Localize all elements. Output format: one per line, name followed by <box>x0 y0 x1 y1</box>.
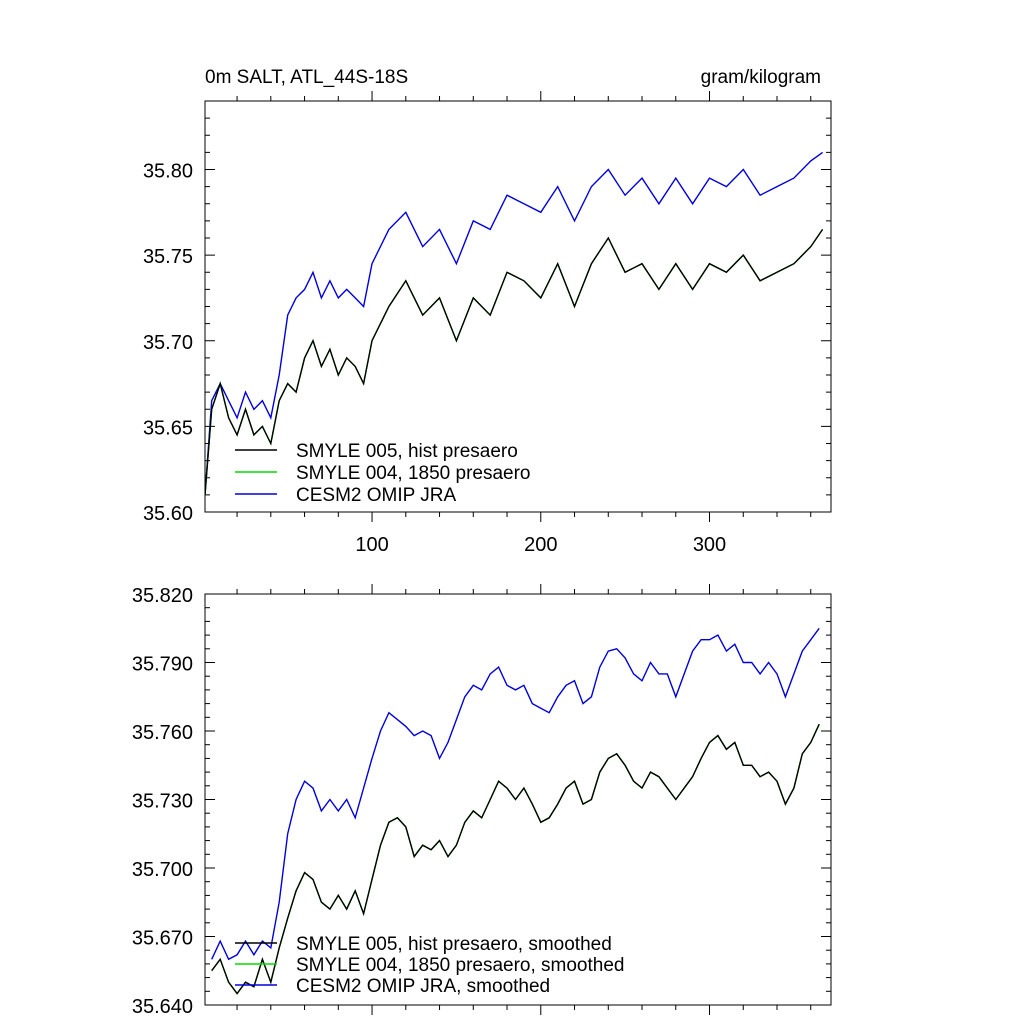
legend-label: CESM2 OMIP JRA <box>296 485 456 506</box>
y-tick-label: 35.820 <box>132 585 193 607</box>
y-tick-label: 35.760 <box>132 722 193 744</box>
y-tick-label: 35.70 <box>143 332 193 354</box>
top-panel: 35.60 35.65 35.70 35.75 35.80 100 200 300 SMYLE … <box>143 67 832 556</box>
y-tick-label: 35.670 <box>132 928 193 950</box>
y-tick-label: 35.75 <box>143 246 193 268</box>
legend-label: CESM2 OMIP JRA, smoothed <box>296 976 550 997</box>
legend-label: SMYLE 004, 1850 presaero, smoothed <box>296 955 624 976</box>
x-tick-label: 300 <box>693 534 726 556</box>
y-tick-label: 35.700 <box>132 859 193 881</box>
series-line <box>205 151 824 495</box>
x-tick-label: 200 <box>524 534 557 556</box>
chart-title: 0m SALT, ATL_44S-18S <box>205 67 408 88</box>
series-line <box>211 723 820 995</box>
legend-label: SMYLE 004, 1850 presaero <box>296 463 531 484</box>
series-line <box>205 229 824 495</box>
y-tick-label: 35.65 <box>143 417 193 439</box>
x-tick-label: 100 <box>355 534 388 556</box>
bottom-panel: 35.640 35.670 35.700 35.730 35.760 35.790 35.8… <box>132 584 832 1018</box>
series-line <box>211 627 820 961</box>
y-tick-label: 35.80 <box>143 161 193 183</box>
y-tick-label: 35.790 <box>132 654 193 676</box>
legend-label: SMYLE 005, hist presaero, smoothed <box>296 934 612 955</box>
legend-label: SMYLE 005, hist presaero <box>296 441 518 462</box>
units-label: gram/kilogram <box>701 67 821 88</box>
y-tick-label: 35.730 <box>132 791 193 813</box>
y-tick-label: 35.640 <box>132 996 193 1018</box>
y-tick-label: 35.60 <box>143 503 193 525</box>
